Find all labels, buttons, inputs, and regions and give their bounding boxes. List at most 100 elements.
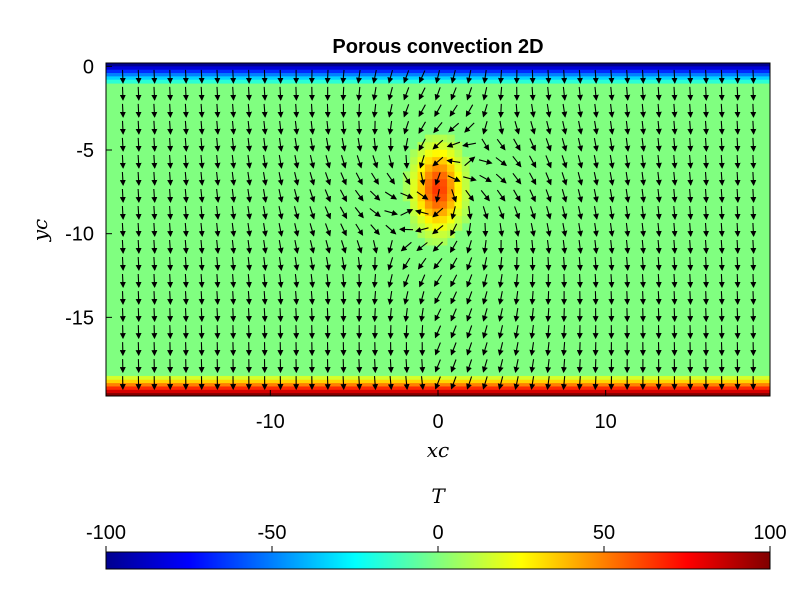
velocity-arrow	[561, 206, 568, 220]
velocity-arrow	[198, 86, 205, 101]
velocity-arrow	[671, 137, 678, 152]
top-boundary-layer-band	[106, 66, 770, 71]
velocity-arrow	[592, 240, 599, 254]
velocity-arrow	[703, 171, 710, 186]
velocity-arrow	[750, 137, 757, 152]
velocity-arrow	[151, 69, 158, 84]
velocity-arrow	[624, 69, 631, 84]
velocity-arrow	[261, 308, 268, 323]
velocity-arrow	[230, 308, 237, 323]
velocity-arrow	[513, 239, 520, 254]
velocity-arrow	[750, 154, 757, 169]
velocity-arrow	[119, 205, 126, 220]
velocity-arrow	[356, 120, 363, 135]
anomaly-cell	[447, 186, 455, 194]
velocity-arrow	[639, 274, 646, 288]
velocity-arrow	[340, 274, 347, 288]
velocity-arrow	[230, 137, 237, 152]
velocity-arrow	[246, 223, 253, 237]
velocity-arrow	[482, 69, 489, 84]
anomaly-cell	[432, 215, 441, 224]
velocity-arrow	[167, 137, 174, 152]
velocity-arrow	[432, 224, 444, 235]
velocity-arrow	[432, 241, 443, 252]
velocity-arrow	[198, 154, 205, 169]
velocity-arrow	[214, 256, 221, 271]
anomaly-cell	[454, 141, 463, 150]
velocity-arrow	[592, 120, 599, 135]
velocity-arrow	[703, 308, 710, 323]
velocity-arrow	[433, 274, 442, 287]
velocity-arrow	[214, 308, 221, 323]
velocity-arrow	[230, 103, 237, 118]
velocity-arrow	[608, 291, 615, 305]
velocity-arrow	[750, 256, 757, 271]
velocity-arrow	[655, 239, 662, 254]
anomaly-cell	[432, 193, 441, 202]
y-tick-label: -10	[65, 224, 94, 246]
velocity-arrow	[464, 122, 475, 133]
anomaly-cell	[410, 208, 418, 217]
velocity-arrow	[371, 86, 378, 101]
velocity-arrow	[718, 120, 725, 135]
anomaly-cell	[417, 230, 426, 239]
y-axis-ticks: 0 -5 -10 -15	[65, 56, 112, 329]
velocity-arrow	[640, 103, 647, 118]
anomaly-cell	[454, 200, 463, 209]
velocity-arrow	[640, 171, 647, 186]
velocity-arrow	[592, 69, 599, 84]
bottom-boundary-layer-band	[106, 385, 770, 390]
velocity-arrow	[703, 222, 710, 237]
velocity-arrow	[450, 308, 457, 322]
velocity-arrow	[593, 171, 599, 186]
velocity-arrow	[230, 274, 237, 288]
velocity-arrow	[198, 222, 205, 237]
anomaly-cell	[424, 193, 433, 202]
velocity-arrow	[750, 239, 757, 254]
velocity-arrow	[214, 137, 221, 152]
velocity-arrow	[135, 171, 142, 186]
velocity-arrow	[245, 291, 252, 305]
velocity-arrow	[624, 205, 631, 220]
velocity-arrow	[151, 188, 158, 203]
velocity-arrow	[135, 69, 142, 84]
velocity-arrow	[214, 171, 221, 186]
velocity-arrow	[513, 138, 521, 151]
velocity-arrow	[261, 120, 268, 135]
anomaly-cell	[432, 164, 441, 172]
velocity-arrow	[119, 171, 126, 186]
velocity-arrow	[750, 86, 757, 101]
colorbar-tick-label: 50	[593, 522, 615, 544]
velocity-arrow	[545, 325, 552, 339]
velocity-arrow	[355, 223, 364, 236]
anomaly-cell	[454, 149, 463, 158]
velocity-arrow	[513, 189, 521, 202]
anomaly-cell	[432, 149, 441, 158]
velocity-arrow	[230, 120, 237, 135]
velocity-arrow	[497, 376, 504, 390]
velocity-arrow	[182, 273, 189, 288]
velocity-arrow	[449, 104, 458, 117]
colorbar-ticks: -100 -50 0 50 100	[86, 522, 787, 552]
velocity-arrow	[135, 291, 142, 305]
velocity-arrow	[577, 172, 584, 186]
velocity-arrow	[293, 239, 300, 254]
velocity-arrow	[450, 291, 458, 305]
velocity-arrow	[671, 103, 678, 118]
anomaly-cell	[461, 186, 470, 194]
velocity-arrow	[592, 273, 599, 288]
velocity-arrow	[577, 223, 584, 237]
velocity-arrow	[214, 222, 221, 237]
velocity-arrow	[246, 257, 253, 271]
velocity-arrow	[497, 257, 504, 271]
velocity-arrow	[466, 240, 472, 254]
velocity-arrow	[545, 222, 552, 237]
velocity-arrow	[245, 69, 252, 84]
velocity-arrow	[608, 189, 615, 203]
velocity-arrow	[230, 240, 237, 254]
velocity-arrow	[513, 359, 520, 373]
velocity-arrow	[480, 190, 490, 202]
velocity-arrow	[167, 273, 174, 288]
velocity-arrow	[734, 103, 741, 118]
